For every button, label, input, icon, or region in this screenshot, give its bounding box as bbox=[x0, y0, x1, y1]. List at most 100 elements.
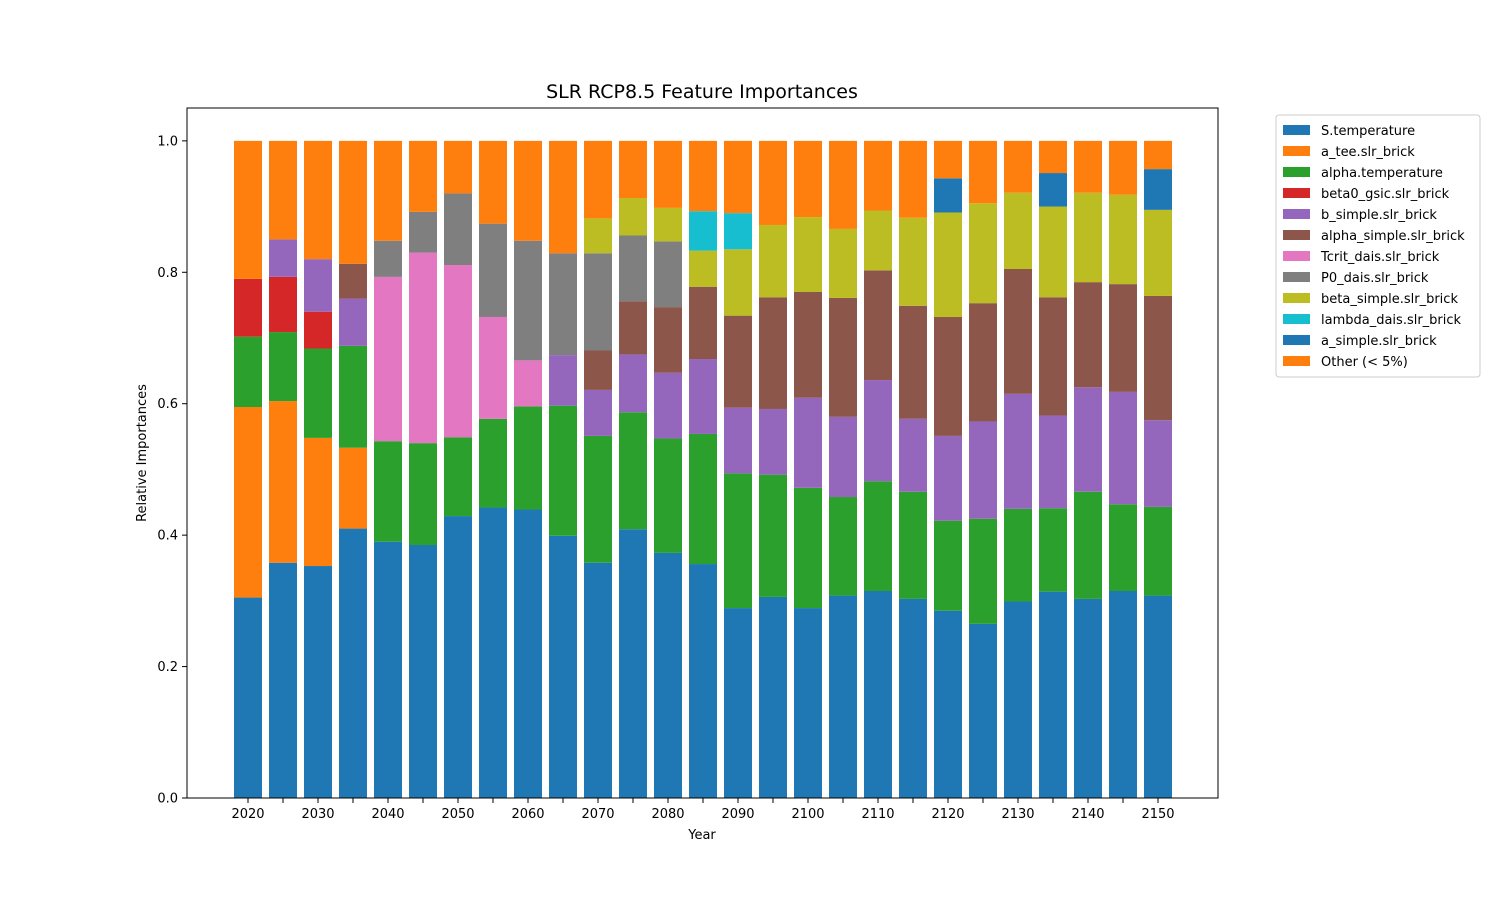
bar-segment-2030-0 bbox=[304, 566, 332, 798]
bar-segment-2080-8 bbox=[654, 207, 682, 242]
x-tick-label: 2080 bbox=[651, 807, 684, 822]
legend-label: S.temperature bbox=[1321, 124, 1415, 139]
bar-segment-2120-8 bbox=[934, 212, 962, 317]
bar-segment-2125-2 bbox=[969, 518, 997, 624]
bar-segment-2090-5 bbox=[724, 315, 752, 408]
bar-segment-2040-11 bbox=[374, 140, 402, 241]
bar-segment-2070-2 bbox=[584, 435, 612, 563]
bar-segment-2060-6 bbox=[514, 360, 542, 407]
bar-segment-2130-11 bbox=[1004, 140, 1032, 193]
bar-segment-2040-6 bbox=[374, 276, 402, 442]
x-tick-label: 2030 bbox=[301, 807, 334, 822]
legend-label: beta_simple.slr_brick bbox=[1321, 292, 1458, 307]
bar-segment-2045-11 bbox=[409, 140, 437, 212]
bar-segment-2035-0 bbox=[339, 528, 367, 798]
bar-segment-2035-2 bbox=[339, 345, 367, 448]
bar-segment-2110-0 bbox=[864, 591, 892, 798]
x-axis: 2020 2030 2040 2050 2060 2070 2080 2090 2100 2110… bbox=[231, 798, 1175, 822]
legend-label: beta0_gsic.slr_brick bbox=[1321, 187, 1450, 202]
legend-swatch bbox=[1283, 209, 1310, 219]
bar-segment-2115-0 bbox=[899, 598, 927, 798]
y-tick-label: 0.0 bbox=[157, 792, 178, 807]
y-axis: 0.0 0.2 0.4 0.6 0.8 1.0 bbox=[157, 134, 187, 807]
bar-segment-2100-2 bbox=[794, 487, 822, 609]
bar-segment-2125-5 bbox=[969, 303, 997, 422]
legend-swatch bbox=[1283, 230, 1310, 240]
bar-segment-2100-8 bbox=[794, 217, 822, 292]
bar-segment-2060-2 bbox=[514, 406, 542, 510]
bar-segment-2025-1 bbox=[269, 401, 297, 563]
bar-segment-2030-2 bbox=[304, 348, 332, 438]
y-tick-label: 1.0 bbox=[157, 134, 178, 149]
bar-segment-2080-5 bbox=[654, 307, 682, 373]
bar-segment-2095-11 bbox=[759, 140, 787, 225]
bar-segment-2075-8 bbox=[619, 198, 647, 236]
bar-segment-2100-0 bbox=[794, 608, 822, 798]
bar-segment-2075-5 bbox=[619, 301, 647, 355]
bars-group bbox=[234, 140, 1172, 798]
legend-label: P0_dais.slr_brick bbox=[1321, 271, 1429, 286]
x-tick-label: 2140 bbox=[1071, 807, 1104, 822]
legend-box bbox=[1275, 114, 1481, 378]
bar-segment-2025-4 bbox=[269, 239, 297, 277]
bar-segment-2100-11 bbox=[794, 140, 822, 218]
bar-segment-2070-4 bbox=[584, 389, 612, 436]
legend-label: alpha.temperature bbox=[1321, 166, 1443, 181]
bar-segment-2140-4 bbox=[1074, 387, 1102, 492]
legend-label: lambda_dais.slr_brick bbox=[1321, 313, 1462, 328]
x-tick-label: 2120 bbox=[931, 807, 964, 822]
bar-segment-2125-8 bbox=[969, 203, 997, 304]
legend-swatch bbox=[1283, 356, 1310, 366]
bar-segment-2095-2 bbox=[759, 474, 787, 597]
bar-segment-2110-4 bbox=[864, 380, 892, 482]
x-tick-label: 2060 bbox=[511, 807, 544, 822]
bar-segment-2020-0 bbox=[234, 597, 262, 798]
legend-swatch bbox=[1283, 146, 1310, 156]
bar-segment-2090-0 bbox=[724, 608, 752, 798]
bar-segment-2065-7 bbox=[549, 253, 577, 356]
x-tick-label: 2040 bbox=[371, 807, 404, 822]
bar-segment-2060-11 bbox=[514, 140, 542, 241]
bar-segment-2030-3 bbox=[304, 311, 332, 349]
y-tick-label: 0.4 bbox=[157, 529, 178, 544]
x-tick-label: 2100 bbox=[791, 807, 824, 822]
bar-segment-2065-0 bbox=[549, 535, 577, 798]
bar-segment-2120-2 bbox=[934, 520, 962, 611]
bar-segment-2055-0 bbox=[479, 507, 507, 798]
bar-segment-2110-2 bbox=[864, 481, 892, 591]
bar-segment-2135-2 bbox=[1039, 508, 1067, 592]
legend-swatch bbox=[1283, 335, 1310, 345]
legend-label: Tcrit_dais.slr_brick bbox=[1320, 250, 1440, 265]
bar-segment-2115-2 bbox=[899, 491, 927, 599]
bar-segment-2105-11 bbox=[829, 140, 857, 229]
bar-segment-2150-8 bbox=[1144, 209, 1172, 296]
bar-segment-2110-11 bbox=[864, 140, 892, 211]
bar-segment-2115-11 bbox=[899, 140, 927, 218]
bar-segment-2075-2 bbox=[619, 412, 647, 530]
bar-segment-2105-5 bbox=[829, 297, 857, 417]
legend-swatch bbox=[1283, 125, 1310, 135]
bar-segment-2090-11 bbox=[724, 140, 752, 214]
bar-segment-2070-7 bbox=[584, 253, 612, 351]
bar-segment-2045-7 bbox=[409, 211, 437, 253]
bar-segment-2080-0 bbox=[654, 552, 682, 798]
x-tick-label: 2150 bbox=[1141, 807, 1174, 822]
y-tick-label: 0.2 bbox=[157, 660, 178, 675]
bar-segment-2040-0 bbox=[374, 541, 402, 798]
bar-segment-2090-4 bbox=[724, 407, 752, 474]
bar-segment-2115-4 bbox=[899, 418, 927, 492]
bar-segment-2025-2 bbox=[269, 332, 297, 402]
bar-segment-2135-5 bbox=[1039, 297, 1067, 416]
legend-label: Other (< 5%) bbox=[1321, 355, 1408, 370]
legend-label: b_simple.slr_brick bbox=[1321, 208, 1437, 223]
bar-segment-2065-11 bbox=[549, 140, 577, 254]
bar-segment-2105-4 bbox=[829, 416, 857, 498]
legend-swatch bbox=[1283, 272, 1310, 282]
bar-segment-2125-0 bbox=[969, 623, 997, 798]
bar-segment-2025-11 bbox=[269, 140, 297, 240]
bar-segment-2150-5 bbox=[1144, 295, 1172, 421]
bar-segment-2120-10 bbox=[934, 178, 962, 213]
bar-segment-2130-0 bbox=[1004, 601, 1032, 798]
bar-segment-2135-8 bbox=[1039, 206, 1067, 298]
